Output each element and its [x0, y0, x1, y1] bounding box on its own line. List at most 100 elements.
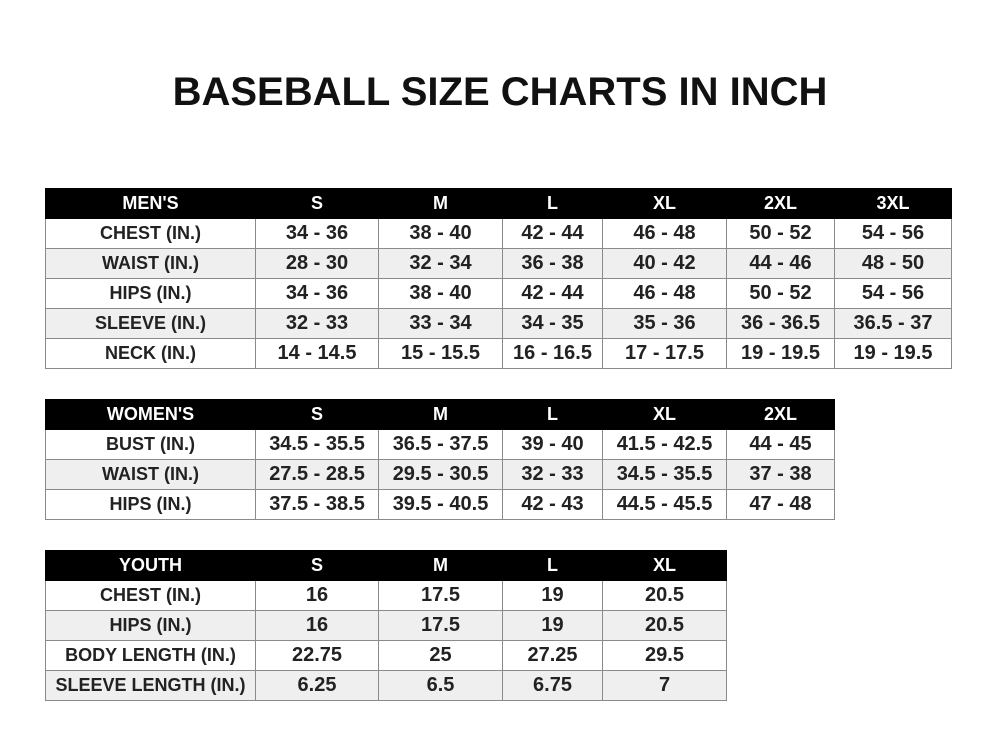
size-value: 16	[255, 610, 379, 641]
size-value: 54 - 56	[834, 278, 952, 309]
header-row: WOMEN'S S M L XL 2XL	[45, 399, 835, 430]
size-value: 32 - 33	[255, 308, 379, 339]
mens-size-table: MEN'S S M L XL 2XL 3XL CHEST (IN.) 34 - 36 38 - 4…	[45, 188, 952, 369]
size-value: 36.5 - 37	[834, 308, 952, 339]
size-header: XL	[602, 550, 727, 581]
category-header: MEN'S	[45, 188, 256, 219]
size-value: 22.75	[255, 640, 379, 671]
size-header: 2XL	[726, 188, 835, 219]
size-value: 14 - 14.5	[255, 338, 379, 369]
size-value: 44 - 45	[726, 429, 835, 460]
size-header: S	[255, 188, 379, 219]
size-value: 48 - 50	[834, 248, 952, 279]
size-value: 34 - 35	[502, 308, 603, 339]
category-header: YOUTH	[45, 550, 256, 581]
size-value: 19 - 19.5	[834, 338, 952, 369]
size-value: 42 - 43	[502, 489, 603, 520]
table-row: HIPS (IN.) 16 17.5 19 20.5	[45, 610, 727, 641]
size-header: M	[378, 188, 503, 219]
size-header: XL	[602, 188, 727, 219]
size-value: 29.5	[602, 640, 727, 671]
size-value: 54 - 56	[834, 218, 952, 249]
size-header: S	[255, 399, 379, 430]
size-value: 17 - 17.5	[602, 338, 727, 369]
size-value: 46 - 48	[602, 218, 727, 249]
size-value: 37 - 38	[726, 459, 835, 490]
table-row: BUST (IN.) 34.5 - 35.5 36.5 - 37.5 39 - 40 4…	[45, 429, 835, 460]
measurement-label: CHEST (IN.)	[45, 218, 256, 249]
table-row: SLEEVE (IN.) 32 - 33 33 - 34 34 - 35 35 - 36…	[45, 308, 952, 339]
measurement-label: WAIST (IN.)	[45, 248, 256, 279]
table-row: CHEST (IN.) 34 - 36 38 - 40 42 - 44 46 - 48 5…	[45, 218, 952, 249]
page-title: BASEBALL SIZE CHARTS IN INCH	[172, 70, 828, 114]
womens-size-table: WOMEN'S S M L XL 2XL BUST (IN.) 34.5 - 35.5 36.5…	[45, 399, 835, 520]
measurement-label: NECK (IN.)	[45, 338, 256, 369]
size-value: 35 - 36	[602, 308, 727, 339]
size-value: 19 - 19.5	[726, 338, 835, 369]
size-value: 47 - 48	[726, 489, 835, 520]
size-value: 29.5 - 30.5	[378, 459, 503, 490]
size-value: 16 - 16.5	[502, 338, 603, 369]
size-value: 44.5 - 45.5	[602, 489, 727, 520]
size-value: 20.5	[602, 580, 727, 611]
size-value: 34.5 - 35.5	[255, 429, 379, 460]
size-value: 17.5	[378, 580, 503, 611]
size-value: 15 - 15.5	[378, 338, 503, 369]
size-value: 44 - 46	[726, 248, 835, 279]
table-row: HIPS (IN.) 37.5 - 38.5 39.5 - 40.5 42 - 43 4…	[45, 489, 835, 520]
size-value: 32 - 34	[378, 248, 503, 279]
size-value: 27.25	[502, 640, 603, 671]
size-value: 36 - 38	[502, 248, 603, 279]
size-value: 46 - 48	[602, 278, 727, 309]
size-value: 38 - 40	[378, 278, 503, 309]
measurement-label: SLEEVE (IN.)	[45, 308, 256, 339]
size-value: 20.5	[602, 610, 727, 641]
size-value: 37.5 - 38.5	[255, 489, 379, 520]
size-value: 7	[602, 670, 727, 701]
size-header: 2XL	[726, 399, 835, 430]
measurement-label: CHEST (IN.)	[45, 580, 256, 611]
table-row: BODY LENGTH (IN.) 22.75 25 27.25 29.5	[45, 640, 727, 671]
size-value: 27.5 - 28.5	[255, 459, 379, 490]
table-row: CHEST (IN.) 16 17.5 19 20.5	[45, 580, 727, 611]
size-value: 6.75	[502, 670, 603, 701]
table-row: SLEEVE LENGTH (IN.) 6.25 6.5 6.75 7	[45, 670, 727, 701]
header-row: MEN'S S M L XL 2XL 3XL	[45, 188, 952, 219]
size-header: 3XL	[834, 188, 952, 219]
size-value: 25	[378, 640, 503, 671]
measurement-label: HIPS (IN.)	[45, 278, 256, 309]
size-value: 32 - 33	[502, 459, 603, 490]
size-header: XL	[602, 399, 727, 430]
size-header: M	[378, 550, 503, 581]
size-header: L	[502, 550, 603, 581]
size-value: 34 - 36	[255, 218, 379, 249]
size-value: 42 - 44	[502, 278, 603, 309]
measurement-label: WAIST (IN.)	[45, 459, 256, 490]
size-value: 6.25	[255, 670, 379, 701]
size-value: 33 - 34	[378, 308, 503, 339]
size-value: 41.5 - 42.5	[602, 429, 727, 460]
size-header: S	[255, 550, 379, 581]
size-value: 19	[502, 610, 603, 641]
size-value: 36.5 - 37.5	[378, 429, 503, 460]
table-row: WAIST (IN.) 28 - 30 32 - 34 36 - 38 40 - 42 4…	[45, 248, 952, 279]
size-value: 28 - 30	[255, 248, 379, 279]
size-value: 40 - 42	[602, 248, 727, 279]
measurement-label: BUST (IN.)	[45, 429, 256, 460]
size-value: 34 - 36	[255, 278, 379, 309]
size-value: 39.5 - 40.5	[378, 489, 503, 520]
table-row: WAIST (IN.) 27.5 - 28.5 29.5 - 30.5 32 - 33…	[45, 459, 835, 490]
table-row: HIPS (IN.) 34 - 36 38 - 40 42 - 44 46 - 48 50…	[45, 278, 952, 309]
size-value: 17.5	[378, 610, 503, 641]
youth-size-table: YOUTH S M L XL CHEST (IN.) 16 17.5 19 20.5 HIPS (I…	[45, 550, 727, 701]
size-value: 16	[255, 580, 379, 611]
table-row: NECK (IN.) 14 - 14.5 15 - 15.5 16 - 16.5 17 …	[45, 338, 952, 369]
size-header: L	[502, 188, 603, 219]
size-header: M	[378, 399, 503, 430]
size-value: 38 - 40	[378, 218, 503, 249]
measurement-label: HIPS (IN.)	[45, 489, 256, 520]
size-value: 19	[502, 580, 603, 611]
category-header: WOMEN'S	[45, 399, 256, 430]
size-value: 36 - 36.5	[726, 308, 835, 339]
header-row: YOUTH S M L XL	[45, 550, 727, 581]
